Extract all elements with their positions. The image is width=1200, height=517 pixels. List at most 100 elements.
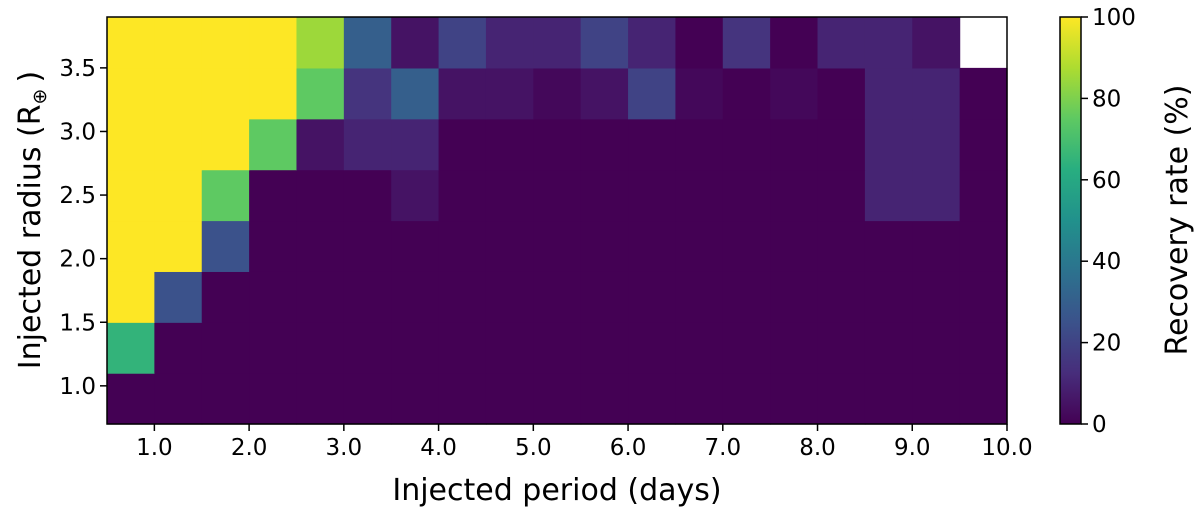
heatmap-cell — [154, 17, 203, 69]
heatmap-cell — [201, 373, 250, 425]
heatmap-cell — [249, 17, 298, 69]
heatmap-cell — [201, 67, 250, 120]
heatmap-cell — [817, 373, 866, 425]
heatmap-cell — [864, 220, 913, 272]
heatmap-cell — [722, 271, 771, 323]
heatmap-cell — [485, 220, 534, 272]
y-tick-label: 3.5 — [59, 56, 96, 82]
heatmap-cell — [485, 118, 534, 171]
y-axis-title: Injected radius (R⊕) — [13, 71, 51, 369]
heatmap-cell — [722, 322, 771, 374]
heatmap-cell — [770, 220, 819, 272]
heatmap-cell — [107, 373, 155, 425]
heatmap-cell — [675, 220, 724, 272]
heatmap-cell — [107, 271, 155, 323]
heatmap-cell — [343, 373, 392, 425]
heatmap-cell — [438, 118, 487, 171]
colorbar-tick-label: 40 — [1092, 249, 1121, 275]
heatmap-cell — [296, 67, 345, 120]
heatmap-cell — [722, 220, 771, 272]
heatmap-cell — [343, 322, 392, 374]
heatmap-cell — [343, 118, 392, 171]
heatmap-cell — [391, 322, 440, 374]
x-tick-label: 5.0 — [515, 435, 552, 461]
heatmap-cell — [343, 220, 392, 272]
heatmap-cell — [438, 322, 487, 374]
heatmap-cell — [817, 322, 866, 374]
heatmap-cell — [864, 169, 913, 222]
heatmap-cell — [580, 373, 629, 425]
heatmap-cell — [912, 17, 961, 69]
heatmap-cell — [154, 169, 203, 222]
heatmap-cell — [770, 373, 819, 425]
heatmap-cell — [580, 17, 629, 69]
heatmap-cell — [154, 220, 203, 272]
heatmap-cell — [249, 220, 298, 272]
heatmap-cell — [391, 271, 440, 323]
heatmap-cell — [154, 118, 203, 171]
heatmap-cell — [201, 322, 250, 374]
heatmap-cell — [628, 17, 677, 69]
heatmap-cell — [959, 169, 1008, 222]
heatmap-cell — [912, 322, 961, 374]
heatmap-cell — [864, 271, 913, 323]
heatmap-cell — [154, 271, 203, 323]
heatmap-cell — [628, 220, 677, 272]
heatmap-cell — [107, 169, 155, 222]
heatmap-cell — [296, 271, 345, 323]
heatmap-cell — [628, 271, 677, 323]
heatmap-cell — [675, 17, 724, 69]
heatmap-cell — [722, 169, 771, 222]
heatmap-cell — [817, 118, 866, 171]
heatmap-cell — [249, 373, 298, 425]
heatmap-cell — [485, 67, 534, 120]
heatmap-cell — [580, 322, 629, 374]
heatmap-cell — [864, 118, 913, 171]
colorbar-tick-label: 20 — [1092, 331, 1121, 357]
heatmap-cell — [675, 373, 724, 425]
heatmap-cell — [580, 271, 629, 323]
heatmap-cell — [391, 220, 440, 272]
heatmap-cell — [201, 17, 250, 69]
heatmap-cell — [959, 373, 1008, 425]
heatmap-cell — [296, 322, 345, 374]
heatmap-cell — [628, 322, 677, 374]
heatmap-cell — [722, 373, 771, 425]
heatmap-cell — [770, 118, 819, 171]
heatmap-cell — [154, 322, 203, 374]
heatmap-cell — [107, 220, 155, 272]
heatmap-cell — [580, 220, 629, 272]
x-tick-label: 9.0 — [894, 435, 931, 461]
colorbar-ticks: 0 20 40 60 80 100 — [1081, 5, 1136, 438]
heatmap-cell — [864, 373, 913, 425]
heatmap-cell — [391, 373, 440, 425]
x-tick-label: 3.0 — [326, 435, 363, 461]
y-axis-title-subscript: ⊕ — [29, 89, 51, 105]
heatmap-cell — [770, 67, 819, 120]
heatmap-cell — [770, 271, 819, 323]
heatmap-cell — [628, 169, 677, 222]
heatmap-cell — [533, 373, 582, 425]
heatmap-cell — [675, 67, 724, 120]
x-tick-label: 8.0 — [799, 435, 836, 461]
heatmap-cell — [912, 118, 961, 171]
heatmap-cell — [296, 17, 345, 69]
colorbar-tick-label: 60 — [1092, 168, 1121, 194]
heatmap-cell — [201, 220, 250, 272]
x-tick-label: 10.0 — [981, 435, 1032, 461]
heatmap-cell — [107, 322, 155, 374]
heatmap-cell — [533, 118, 582, 171]
heatmap-cell — [817, 220, 866, 272]
heatmap-cell — [533, 17, 582, 69]
heatmap-cell — [817, 169, 866, 222]
y-axis-ticks: 1.0 1.5 2.0 2.5 3.0 3.5 — [59, 56, 107, 400]
colorbar-tick-label: 100 — [1092, 5, 1136, 31]
heatmap-cell — [296, 220, 345, 272]
heatmap-cell — [391, 17, 440, 69]
heatmap-cell — [201, 118, 250, 171]
heatmap-cell — [959, 220, 1008, 272]
heatmap-cells — [107, 17, 1008, 425]
heatmap-cell — [438, 373, 487, 425]
heatmap-cell — [485, 373, 534, 425]
heatmap-cell — [154, 373, 203, 425]
